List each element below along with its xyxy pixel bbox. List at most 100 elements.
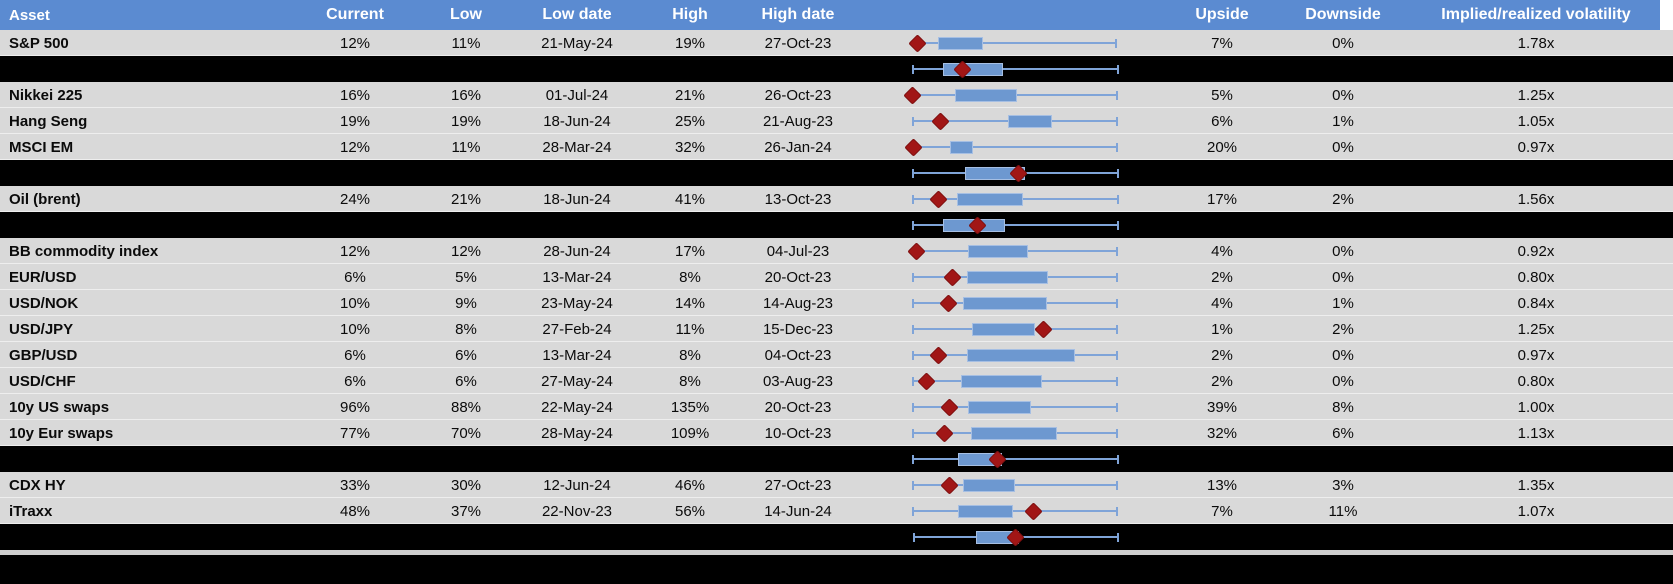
boxplot-area <box>903 134 1120 160</box>
table-row: S&P 500 12% 11% 21-May-24 19% 27-Oct-23 … <box>0 30 1673 56</box>
cell-high: 25% <box>674 112 706 130</box>
boxplot-area <box>908 498 1120 524</box>
asset-name: MSCI EM <box>9 138 74 156</box>
cell-low-date: 18-Jun-24 <box>543 112 611 130</box>
whisker-line <box>913 484 1118 486</box>
cell-low: 11% <box>451 34 481 52</box>
current-marker-diamond <box>1033 319 1053 339</box>
whisker-cap-left <box>912 428 915 438</box>
cell-current: 12% <box>339 34 371 52</box>
table-row: Nikkei 225 16% 16% 01-Jul-24 21% 26-Oct-… <box>0 82 1673 108</box>
boxplot-area <box>907 238 1120 264</box>
cell-high: 11% <box>675 320 705 338</box>
boxplot-area <box>908 420 1120 446</box>
header-implied-realized: Implied/realized volatility <box>1441 6 1631 23</box>
cell-current: 12% <box>339 138 371 156</box>
current-marker-diamond <box>908 33 928 53</box>
boxplot-area <box>908 446 1120 472</box>
iqr-box <box>949 140 974 154</box>
cell-high: 41% <box>674 190 706 208</box>
cell-high-date: 21-Aug-23 <box>762 112 834 130</box>
cell-downside: 0% <box>1332 34 1354 52</box>
cell-low: 6% <box>455 372 477 390</box>
boxplot <box>858 368 1170 394</box>
boxplot <box>858 108 1170 134</box>
table-row: USD/JPY 10% 8% 27-Feb-24 11% 15-Dec-23 1… <box>0 316 1673 342</box>
cell-implied-realized-vol: 1.00x <box>1517 398 1555 416</box>
table-row: MSCI EM 12% 11% 28-Mar-24 32% 26-Jan-24 … <box>0 134 1673 160</box>
asset-name: CDX HY <box>9 476 66 494</box>
boxplot <box>858 30 1170 56</box>
current-marker-diamond <box>940 475 960 495</box>
cell-low: 8% <box>455 320 477 338</box>
cell-low: 9% <box>455 294 477 312</box>
cell-current: 6% <box>344 372 366 390</box>
cell-current: 6% <box>344 346 366 364</box>
cell-high-date: 27-Oct-23 <box>764 476 832 494</box>
cell-low-date: 28-Jun-24 <box>543 242 611 260</box>
current-marker-diamond <box>916 371 936 391</box>
asset-name: EUR/USD <box>9 268 77 286</box>
current-marker-diamond <box>940 397 960 417</box>
whisker-cap-right <box>1116 298 1119 308</box>
header-current: Current <box>326 6 384 23</box>
whisker-line <box>917 42 1116 44</box>
cell-upside: 4% <box>1211 294 1233 312</box>
cell-current: 24% <box>339 190 371 208</box>
whisker-cap-left <box>912 532 915 542</box>
header-high: High <box>672 6 708 23</box>
boxplot <box>858 342 1170 368</box>
boxplot-area <box>908 212 1120 238</box>
cell-high-date: 15-Dec-23 <box>762 320 834 338</box>
iqr-box <box>966 270 1048 284</box>
table-header: Asset Current Low Low date High High dat… <box>0 0 1673 30</box>
cell-low-date: 22-May-24 <box>541 398 613 416</box>
table-row: USD/NOK 10% 9% 23-May-24 14% 14-Aug-23 4… <box>0 290 1673 316</box>
whisker-cap-right <box>1117 532 1120 542</box>
cell-implied-realized-vol: 1.13x <box>1517 424 1555 442</box>
asset-name: 10y US swaps <box>9 398 110 416</box>
boxplot <box>858 160 1170 186</box>
current-marker-diamond <box>903 137 923 157</box>
cell-implied-realized-vol: 1.25x <box>1517 320 1555 338</box>
cell-high: 109% <box>670 424 710 442</box>
iqr-box <box>972 322 1035 336</box>
cell-low-date: 28-May-24 <box>541 424 613 442</box>
whisker-cap-left <box>912 376 915 386</box>
cell-low-date: 28-Mar-24 <box>542 138 612 156</box>
current-marker-diamond <box>928 189 948 209</box>
cell-current: 6% <box>344 268 366 286</box>
cell-current: 19% <box>339 112 371 130</box>
table-body: S&P 500 12% 11% 21-May-24 19% 27-Oct-23 … <box>0 30 1673 550</box>
whisker-cap-left <box>912 350 915 360</box>
cell-high-date: 20-Oct-23 <box>764 268 832 286</box>
cell-current: 10% <box>339 294 371 312</box>
cell-high-date: 26-Jan-24 <box>764 138 832 156</box>
current-marker-diamond <box>1024 501 1044 521</box>
whisker-cap-right <box>1116 506 1119 516</box>
table-row: Hang Seng 19% 19% 18-Jun-24 25% 21-Aug-2… <box>0 108 1673 134</box>
cell-high-date: 04-Oct-23 <box>764 346 832 364</box>
iqr-box <box>1008 114 1052 128</box>
cell-low: 16% <box>450 86 482 104</box>
header-low: Low <box>450 6 482 23</box>
whisker-cap-left <box>912 64 915 74</box>
table-row: BB commodity index 12% 12% 28-Jun-24 17%… <box>0 238 1673 264</box>
iqr-box <box>955 88 1017 102</box>
boxplot-area <box>908 264 1120 290</box>
cell-downside: 0% <box>1332 372 1354 390</box>
whisker-cap-left <box>912 402 915 412</box>
boxplot <box>858 420 1170 446</box>
cell-upside: 2% <box>1211 268 1233 286</box>
whisker-cap-right <box>1116 116 1119 126</box>
iqr-box <box>962 296 1048 310</box>
boxplot <box>858 524 1170 550</box>
cell-upside: 5% <box>1211 86 1233 104</box>
whisker-cap-right <box>1116 428 1119 438</box>
cell-implied-realized-vol: 0.84x <box>1517 294 1555 312</box>
whisker-cap-right <box>1117 168 1120 178</box>
current-marker-diamond <box>902 85 922 105</box>
table-row: GBP/USD 6% 6% 13-Mar-24 8% 04-Oct-23 2% … <box>0 342 1673 368</box>
cell-high-date: 14-Jun-24 <box>764 502 832 520</box>
whisker-cap-right <box>1116 376 1119 386</box>
